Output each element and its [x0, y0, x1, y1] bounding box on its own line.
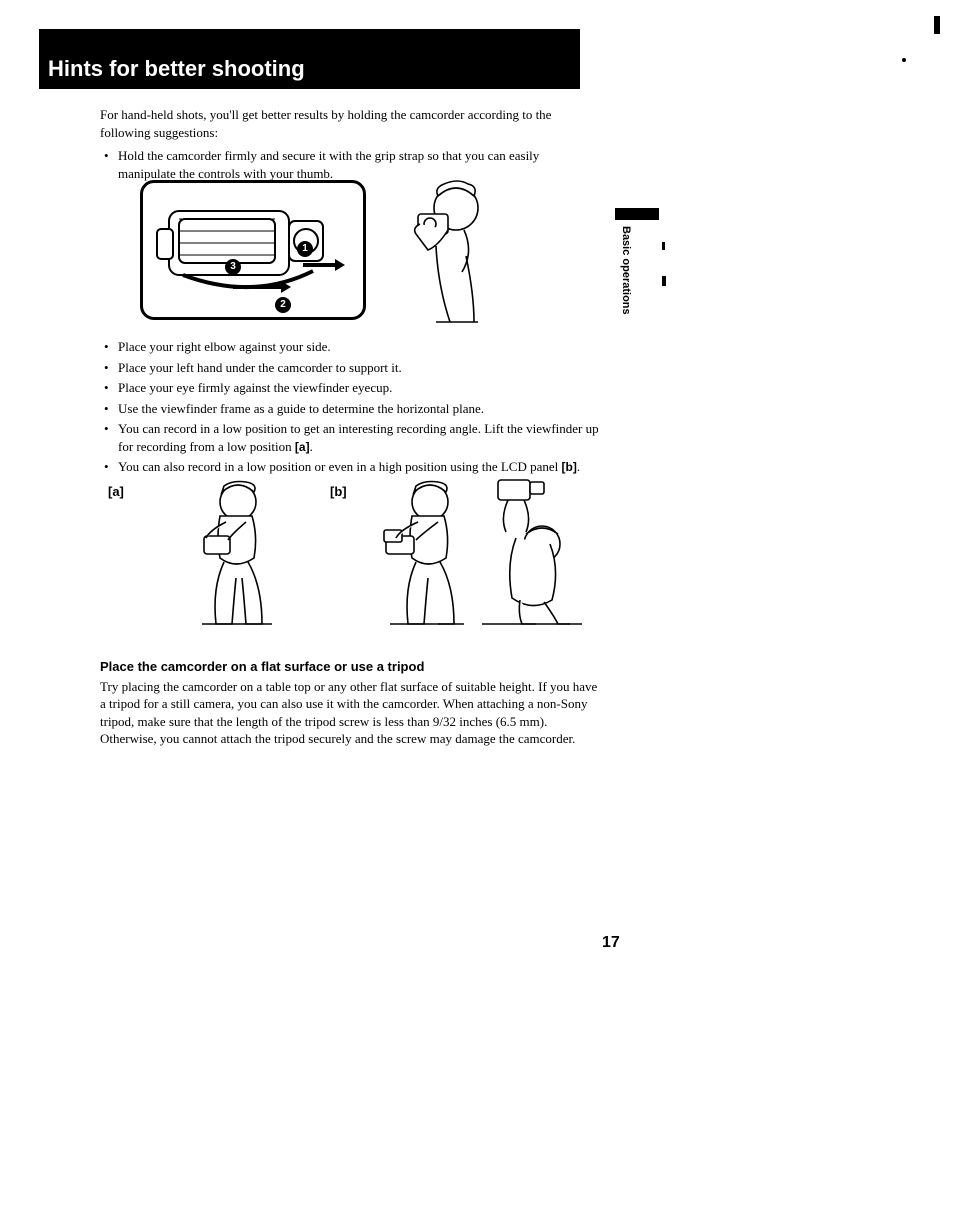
bullet-list-2: Place your right elbow against your side… [100, 338, 600, 476]
bullet-text-post: . [577, 459, 580, 474]
bullet-item: Place your eye firmly against the viewfi… [100, 379, 600, 397]
camcorder-illustration-icon [143, 183, 363, 317]
figure-1-person-illustration-icon [378, 176, 518, 326]
scan-artifact-icon [662, 276, 666, 286]
figure-b-low-illustration-icon [366, 478, 486, 628]
figure-label-b: [b] [330, 484, 347, 499]
sub-paragraph: Try placing the camcorder on a table top… [100, 678, 598, 748]
bullet-item: Place your right elbow against your side… [100, 338, 600, 356]
bullet-text: You can also record in a low position or… [118, 459, 562, 474]
subheading-block: Place the camcorder on a flat surface or… [100, 658, 598, 748]
subheading: Place the camcorder on a flat surface or… [100, 658, 598, 676]
bullet-text: Use the viewfinder frame as a guide to d… [118, 401, 484, 416]
intro-text: For hand-held shots, you'll get better r… [100, 106, 595, 141]
figure-label-a: [a] [108, 484, 124, 499]
figure-ref-b: [b] [562, 460, 577, 474]
bullet-text: Place your right elbow against your side… [118, 339, 331, 354]
bullet-item: Use the viewfinder frame as a guide to d… [100, 400, 600, 418]
figure-b-high-illustration-icon [478, 478, 588, 628]
bullet-text: Place your eye firmly against the viewfi… [118, 380, 392, 395]
page-title: Hints for better shooting [48, 56, 305, 82]
bullet-text-post: . [310, 439, 313, 454]
figure-1-frame: 1 2 3 [140, 180, 366, 320]
arrow-icon [233, 285, 281, 289]
scan-artifact-icon [934, 16, 940, 34]
bullet-text: Place your left hand under the camcorder… [118, 360, 402, 375]
figure-2-row: [a] [b] [108, 478, 588, 638]
figure-a-illustration-icon [176, 478, 296, 628]
manual-page: Hints for better shooting For hand-held … [0, 0, 954, 1224]
callout-3-icon: 3 [225, 259, 241, 275]
bullet-block-2: Place your right elbow against your side… [100, 338, 600, 479]
figure-1: 1 2 3 [140, 176, 520, 326]
figure-ref-a: [a] [295, 440, 310, 454]
bullet-item: You can also record in a low position or… [100, 458, 600, 476]
bullet-item: Place your left hand under the camcorder… [100, 359, 600, 377]
scan-artifact-icon [902, 58, 906, 62]
scan-artifact-icon [662, 242, 665, 250]
bullet-text: You can record in a low position to get … [118, 421, 599, 454]
page-number: 17 [602, 934, 620, 952]
callout-1-icon: 1 [297, 241, 313, 257]
side-tab-bar-icon [615, 208, 659, 220]
intro-block: For hand-held shots, you'll get better r… [100, 106, 595, 185]
arrow-icon [303, 263, 335, 267]
callout-2-icon: 2 [275, 297, 291, 313]
side-tab-label: Basic operations [620, 226, 632, 315]
bullet-item: You can record in a low position to get … [100, 420, 600, 455]
